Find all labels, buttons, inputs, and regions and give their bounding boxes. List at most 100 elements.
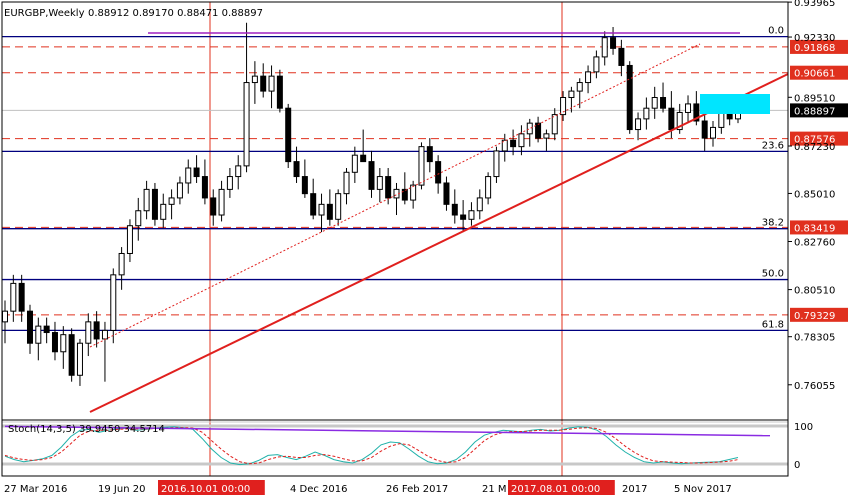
price-tick-label: 0.93965 — [794, 0, 835, 9]
candle-body-down — [693, 103, 700, 122]
candle-body-up — [476, 197, 483, 212]
candlestick-series — [2, 22, 741, 386]
chart-ohlc-header: 0.88912 0.89170 0.88471 0.88897 — [88, 8, 263, 19]
level-price-tag — [790, 131, 848, 146]
candle-body-up — [343, 171, 350, 195]
candle-body-up — [526, 122, 533, 135]
price-tick-label: 0.92330 — [794, 33, 835, 44]
price-tick-label: 0.89510 — [794, 93, 835, 104]
candle-body-up — [243, 82, 250, 167]
candle-body-down — [151, 188, 158, 220]
candle-body-up — [176, 182, 183, 199]
candle-body-up — [518, 133, 525, 148]
trendlines-overlay — [89, 32, 789, 413]
candle-body-up — [85, 321, 92, 344]
current-price-tag — [790, 103, 848, 118]
candle-body-down — [626, 64, 633, 131]
candle-body-down — [260, 75, 267, 92]
candle-body-up — [418, 146, 425, 186]
fib-level-label: 61.8 — [762, 319, 784, 330]
candle-body-up — [568, 90, 575, 99]
candle-body-down — [18, 282, 25, 312]
x-axis-label: 2017 — [622, 484, 647, 495]
price-tick-label: 0.76055 — [794, 381, 835, 392]
candle-body-down — [610, 37, 617, 49]
candle-body-up — [35, 325, 42, 344]
candle-body-down — [43, 325, 50, 334]
level-price-label: 0.91868 — [794, 43, 835, 54]
candle-body-down — [618, 47, 625, 66]
x-axis-label: 26 Feb 2017 — [386, 484, 448, 495]
candle-body-up — [501, 139, 508, 152]
candle-body-down — [435, 161, 442, 184]
candle-body-up — [10, 282, 17, 312]
candle-body-down — [660, 97, 667, 109]
candle-body-down — [310, 193, 317, 216]
candle-body-up — [318, 203, 325, 216]
stoch-level-label: 100 — [794, 422, 813, 433]
candle-body-down — [293, 161, 300, 178]
candle-body-down — [68, 334, 75, 376]
candle-body-down — [451, 203, 458, 216]
candle-body-up — [335, 193, 342, 220]
x-axis-label: 2016.10.01 00:00 — [161, 484, 250, 495]
price-tick-label: 0.85010 — [794, 189, 835, 200]
price-tick-label: 0.82760 — [794, 238, 835, 249]
candle-body-up — [551, 114, 558, 135]
candle-body-up — [168, 197, 175, 205]
x-axis-label: 21 M — [482, 484, 507, 495]
fib-level-label: 23.6 — [762, 140, 784, 151]
candle-body-down — [668, 107, 675, 131]
level-price-tag — [790, 220, 848, 235]
candle-body-down — [26, 310, 33, 344]
level-price-label: 0.90661 — [794, 69, 835, 80]
candle-body-down — [210, 197, 217, 216]
candle-body-down — [285, 107, 292, 163]
candle-body-up — [110, 274, 117, 331]
candle-body-down — [201, 176, 208, 199]
candle-body-up — [60, 334, 67, 353]
axes: 0.93965 0.92330 0.89510 0.87230 0.85010 0.827… — [1, 0, 835, 495]
level-price-tag — [790, 307, 848, 322]
x-date-highlight — [158, 480, 265, 495]
x-axis-label: 5 Nov 2017 — [674, 484, 732, 495]
price-tick-label: 0.78305 — [794, 333, 835, 344]
candle-body-up — [410, 184, 417, 201]
candle-body-down — [276, 75, 283, 109]
candle-body-up — [126, 225, 133, 254]
candle-body-up — [118, 252, 125, 276]
stoch-trendline — [4, 425, 771, 437]
candle-body-up — [135, 210, 142, 227]
stoch-signal-line — [4, 427, 739, 465]
candle-body-up — [643, 107, 650, 120]
candle-body-down — [426, 146, 433, 163]
fib-level-label: 50.0 — [762, 269, 784, 280]
candle-body-down — [510, 139, 517, 148]
candle-body-up — [160, 203, 167, 220]
candle-body-up — [576, 82, 583, 92]
candle-body-up — [543, 133, 550, 139]
candle-body-up — [235, 165, 242, 178]
candle-body-up — [468, 210, 475, 220]
candle-body-up — [493, 150, 500, 178]
candle-body-down — [385, 176, 392, 199]
chart-symbol-label: EURGBP,Weekly — [4, 8, 85, 19]
x-axis-label: 19 Jun 20 — [98, 484, 145, 495]
candle-body-down — [701, 120, 708, 139]
candle-body-up — [651, 97, 658, 109]
candle-body-down — [460, 214, 467, 220]
stoch-level-label: 0 — [794, 460, 800, 471]
x-axis-label: 4 Dec 2016 — [290, 484, 348, 495]
level-price-label: 0.87576 — [794, 135, 835, 146]
candle-body-down — [401, 188, 408, 201]
price-tick-label: 0.87230 — [794, 142, 835, 153]
level-price-tag — [790, 39, 848, 54]
level-price-tag — [790, 65, 848, 80]
candle-body-up — [185, 167, 192, 184]
candle-body-down — [443, 182, 450, 205]
candle-body-up — [76, 342, 83, 376]
candle-body-down — [93, 321, 100, 340]
candle-body-down — [193, 167, 200, 178]
candle-body-up — [101, 329, 108, 340]
